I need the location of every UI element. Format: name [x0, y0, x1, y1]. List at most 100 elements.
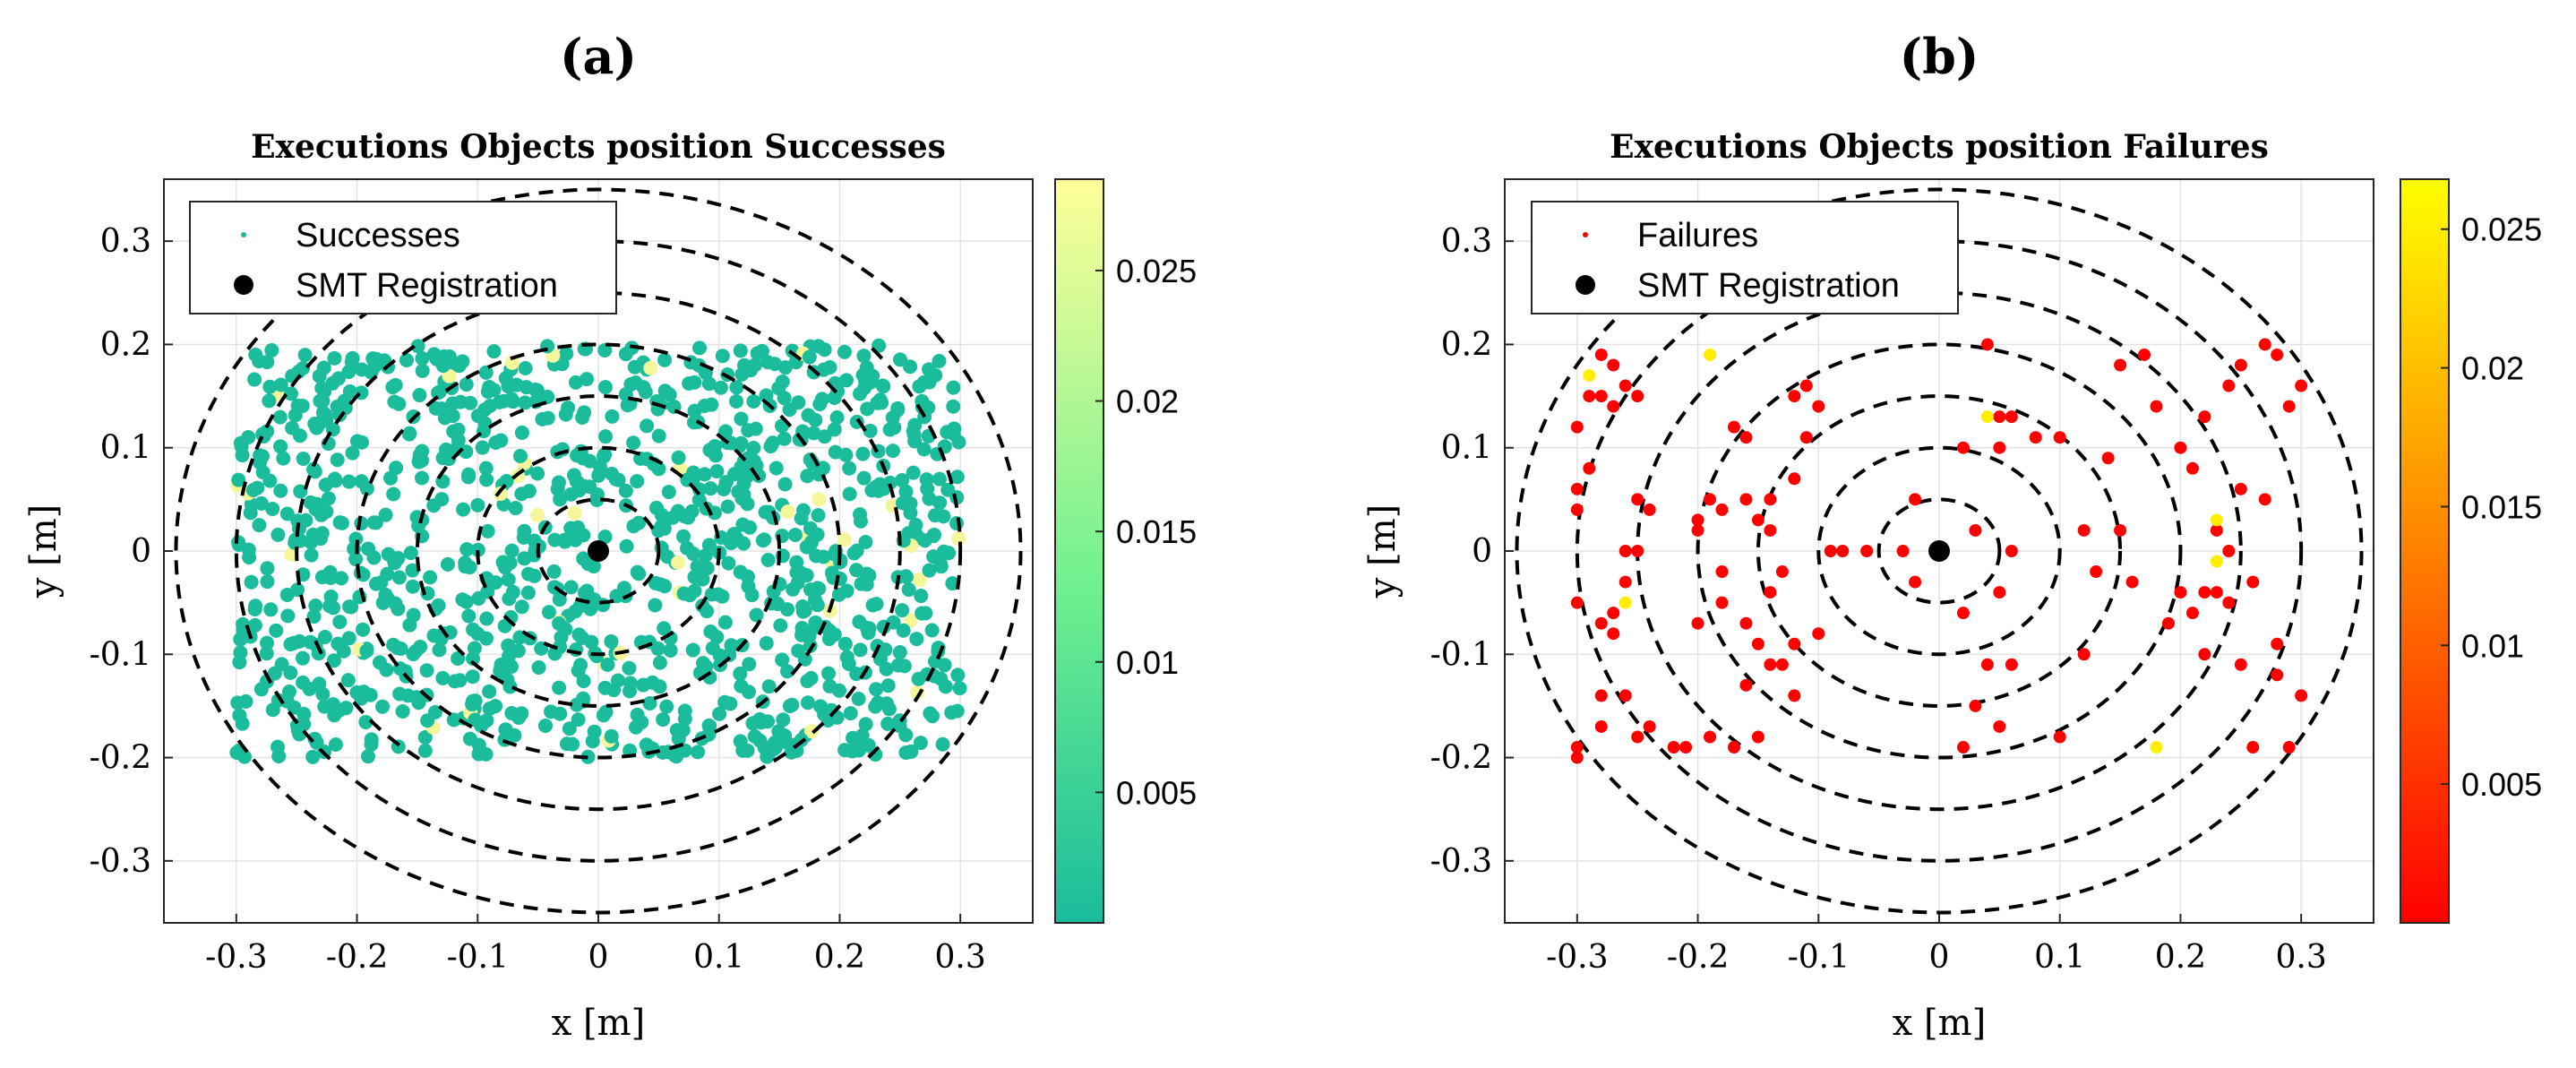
success-point — [455, 354, 470, 369]
failure-point — [1631, 545, 1644, 557]
success-point — [260, 635, 275, 650]
success-point — [838, 373, 854, 388]
success-point — [553, 640, 568, 655]
success-point — [709, 464, 725, 479]
failure-point — [1583, 461, 1596, 475]
success-point — [652, 655, 667, 670]
success-point — [909, 632, 924, 647]
failure-point — [1570, 751, 1584, 764]
y-tick-label: -0.2 — [1430, 740, 1492, 777]
range-circle — [476, 445, 721, 657]
success-point — [466, 622, 481, 637]
failure-point — [1799, 379, 1813, 392]
success-point — [514, 425, 529, 440]
success-point — [451, 650, 466, 666]
success-point — [471, 590, 486, 606]
failure-point — [1691, 513, 1704, 527]
success-point — [262, 393, 277, 409]
legend-label-failures: Failures — [1637, 217, 1758, 254]
success-point — [232, 655, 247, 670]
success-point — [747, 728, 762, 744]
success-point — [733, 343, 748, 358]
success-point — [791, 395, 806, 410]
success-point — [727, 467, 743, 482]
success-point — [571, 520, 586, 535]
success-point — [810, 598, 825, 613]
success-point — [479, 713, 494, 728]
success-point — [410, 339, 425, 354]
success-point — [951, 435, 966, 450]
success-point — [852, 615, 867, 630]
success-point — [306, 609, 322, 624]
success-point — [838, 447, 854, 462]
success-point — [445, 409, 460, 424]
success-point — [516, 530, 531, 545]
failure-point — [2222, 545, 2236, 557]
success-point — [368, 515, 383, 530]
failure-point — [1751, 513, 1765, 527]
success-point — [327, 350, 342, 366]
success-point — [880, 678, 896, 693]
success-point — [494, 433, 509, 448]
success-point — [563, 580, 579, 595]
success-point — [882, 422, 897, 437]
failure-point — [2222, 596, 2236, 609]
success-point — [605, 409, 620, 424]
success-point — [938, 679, 953, 694]
success-point — [432, 642, 447, 658]
success-point — [896, 623, 911, 638]
y-axis-label-a: y [m] — [23, 504, 64, 599]
failure-point — [1969, 699, 1982, 712]
failure-point — [2258, 493, 2271, 506]
success-point — [757, 532, 772, 547]
success-point — [906, 465, 921, 480]
success-point — [283, 386, 298, 401]
success-point — [712, 706, 727, 721]
success-point — [741, 423, 756, 438]
success-point — [546, 564, 562, 579]
success-point — [651, 523, 666, 538]
success-point — [892, 352, 907, 367]
success-point — [359, 643, 374, 659]
success-point — [758, 504, 773, 520]
colorbar-tick-label: 0.01 — [2461, 627, 2524, 664]
success-point — [629, 719, 644, 735]
success-point — [597, 380, 613, 395]
success-point — [901, 582, 916, 598]
success-point — [459, 444, 474, 460]
failure-point — [2174, 586, 2187, 599]
success-point — [851, 691, 866, 706]
x-tick-label: -0.3 — [1546, 939, 1608, 976]
success-point — [945, 576, 960, 591]
success-point — [479, 631, 494, 646]
plot-title-a: Executions Objects position Successes — [251, 128, 946, 166]
failure-point — [1570, 596, 1584, 609]
failure-point — [2150, 741, 2163, 754]
success-point — [724, 638, 739, 653]
success-point — [470, 409, 485, 424]
failure-point — [2198, 648, 2211, 661]
success-point — [419, 663, 434, 678]
failure-point — [1980, 658, 1994, 671]
colorbar-tick-label: 0.005 — [1116, 774, 1197, 811]
success-point — [303, 634, 318, 650]
success-point — [280, 608, 296, 624]
x-tick-label: 0.1 — [2034, 939, 2085, 976]
success-point — [388, 377, 403, 392]
success-point — [749, 607, 764, 623]
failure-point — [1909, 493, 1922, 506]
success-point — [519, 380, 534, 395]
x-tick-label: -0.2 — [1667, 939, 1729, 976]
success-point — [349, 434, 365, 449]
success-point — [787, 528, 803, 543]
failure-point — [1993, 410, 2006, 424]
failure-point — [2053, 730, 2066, 744]
success-point — [895, 603, 910, 618]
legend-label-smt-a: SMT Registration — [296, 267, 558, 305]
success-point — [829, 409, 845, 425]
success-point — [459, 542, 475, 557]
success-point — [675, 722, 691, 737]
success-point — [241, 429, 256, 444]
success-point — [680, 540, 695, 556]
